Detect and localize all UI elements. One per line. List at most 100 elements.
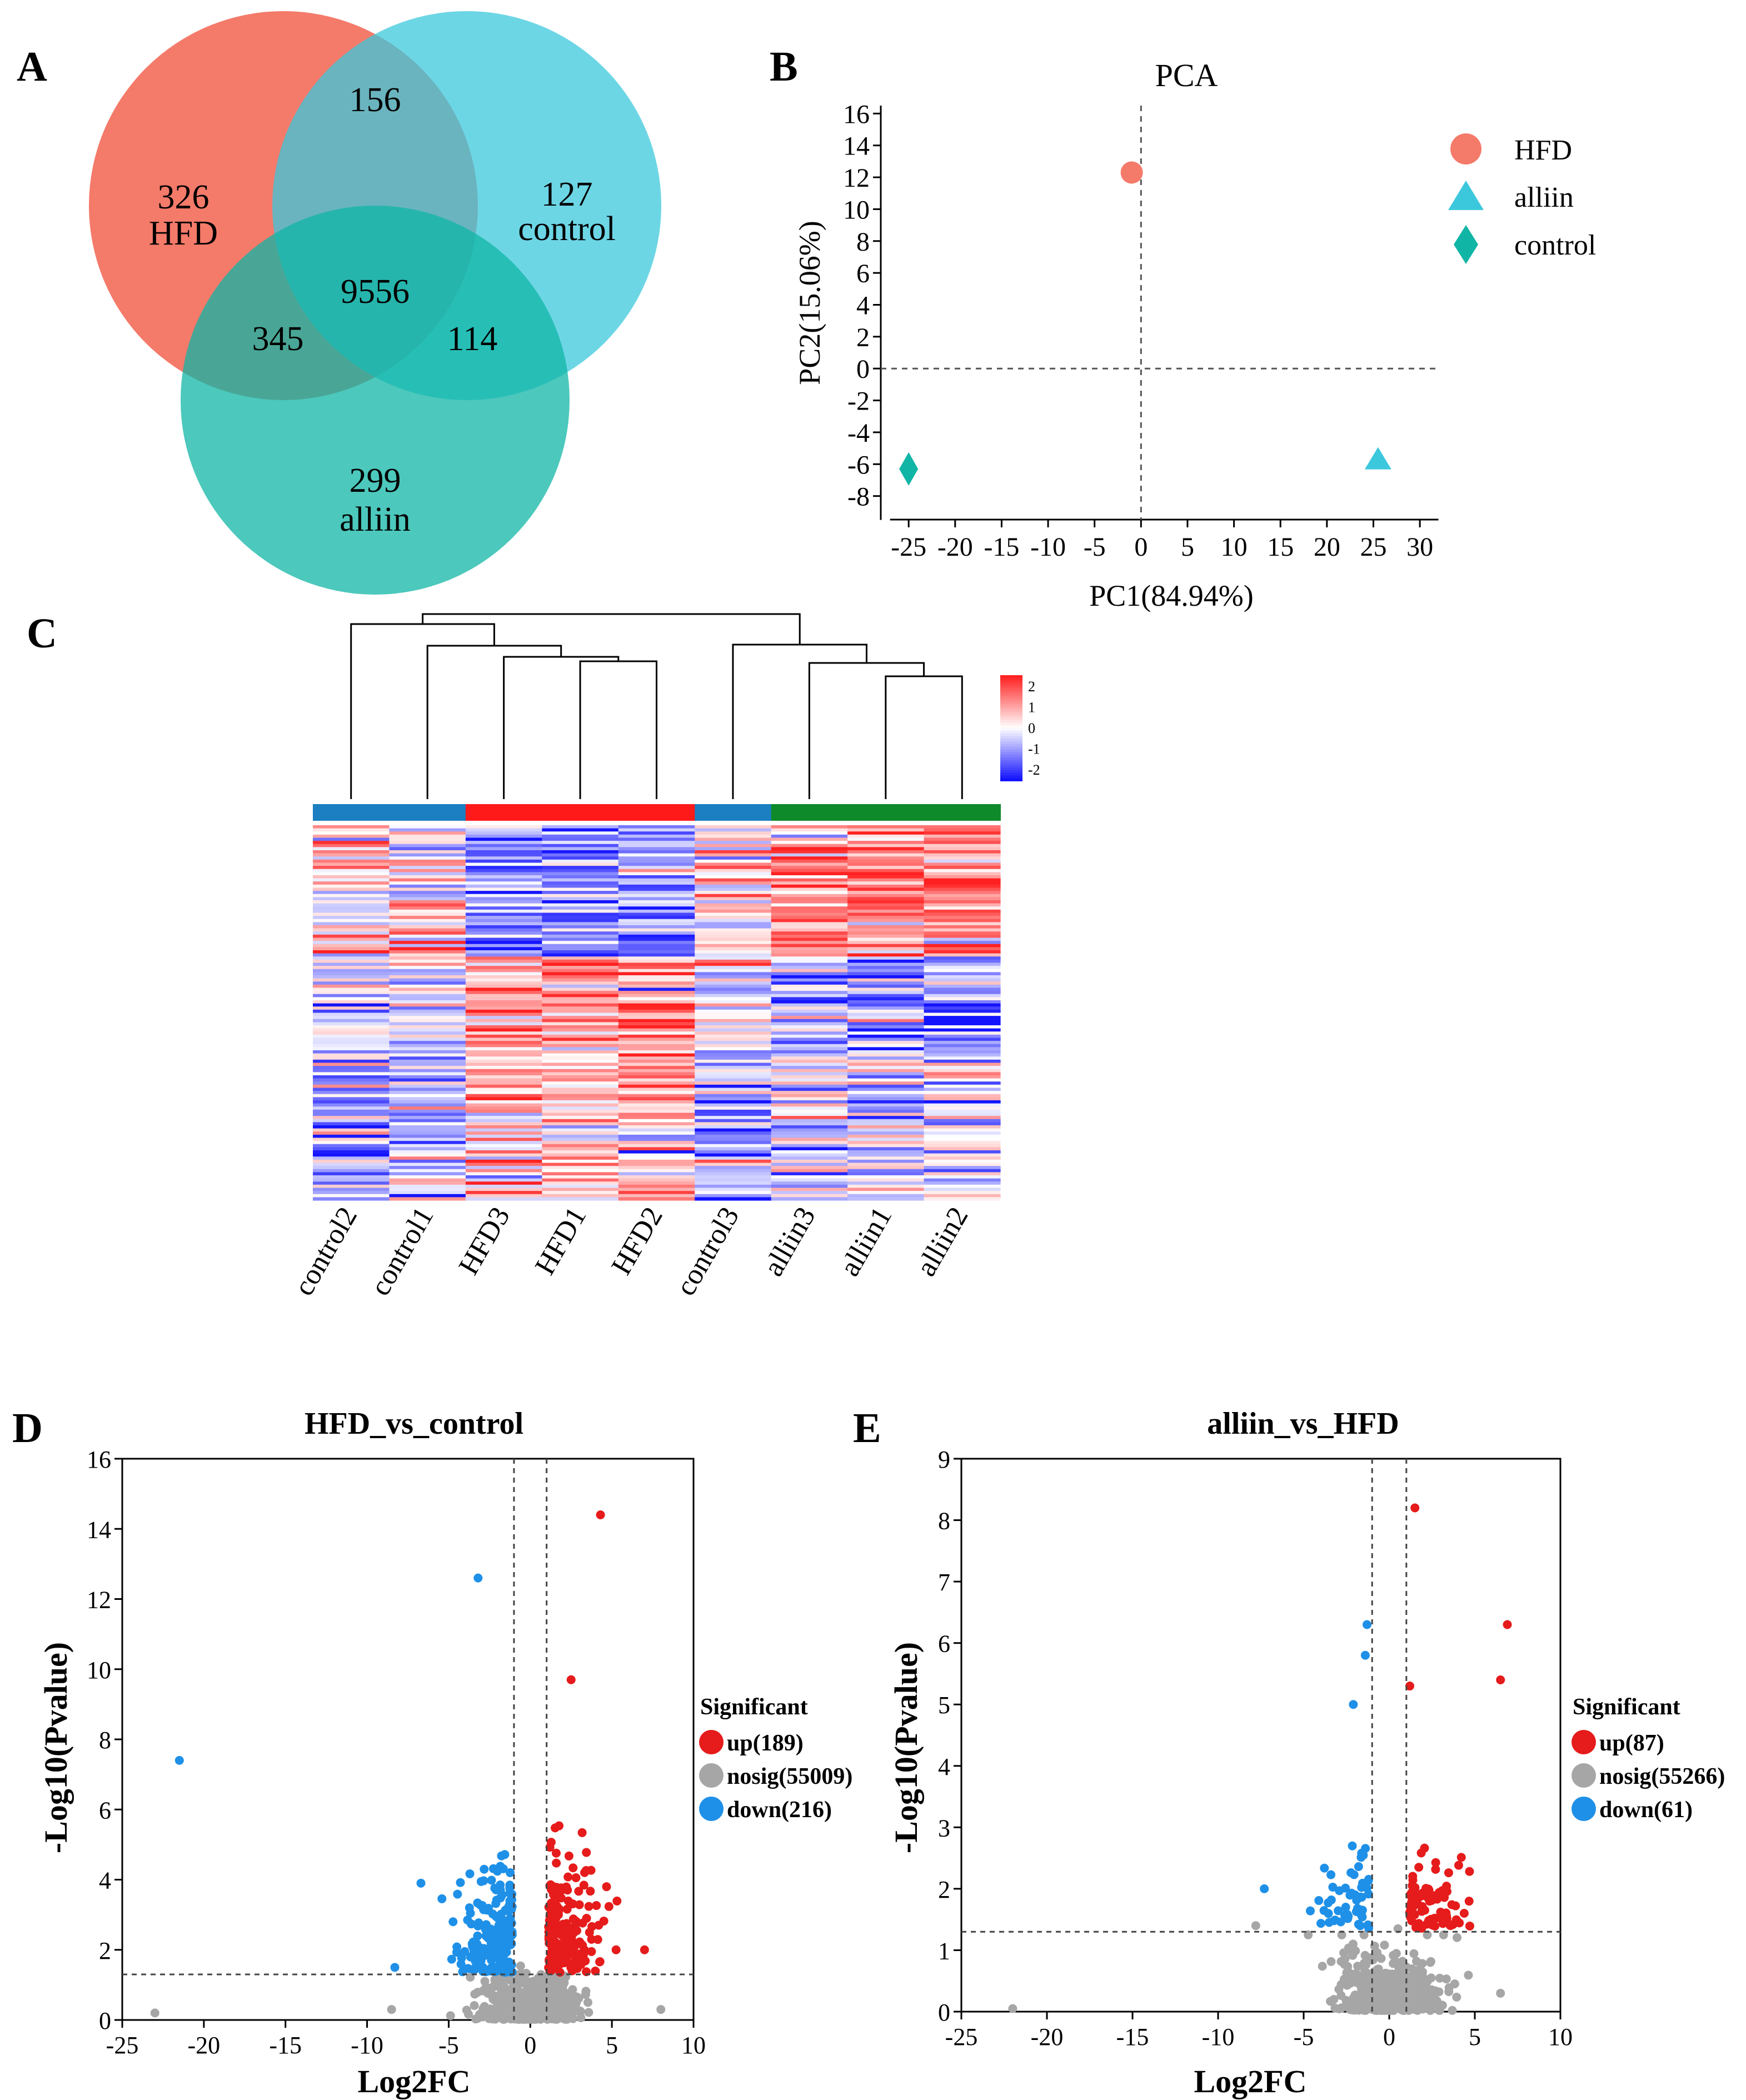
- heatmap-cell: [542, 984, 619, 989]
- heatmap-cell: [924, 859, 1001, 864]
- heatmap-cell: [771, 878, 848, 882]
- heatmap-cell: [313, 1159, 390, 1164]
- volcano-point-down: [1354, 1862, 1363, 1871]
- heatmap-cell: [313, 847, 390, 851]
- heatmap-cell: [771, 1009, 848, 1014]
- heatmap-cell: [924, 937, 1001, 941]
- heatmap-cell: [618, 991, 695, 995]
- volcano-point-nosig: [150, 2008, 159, 2018]
- heatmap-cell: [465, 934, 542, 939]
- heatmap-cell: [847, 1113, 925, 1116]
- heatmap-cell: [389, 1131, 466, 1135]
- heatmap-cell: [924, 959, 1001, 964]
- volcano-ytick-label: 0: [99, 2007, 111, 2034]
- heatmap-cell: [924, 1181, 1001, 1185]
- heatmap-cell: [542, 1131, 619, 1135]
- heatmap-cell: [695, 1147, 772, 1151]
- heatmap-cell: [465, 875, 542, 879]
- heatmap-cell: [465, 1113, 542, 1116]
- heatmap-cell: [771, 1016, 848, 1020]
- heatmap-cell: [389, 934, 466, 939]
- heatmap-cell: [771, 937, 848, 941]
- heatmap-cell: [771, 1025, 848, 1029]
- heatmap-cell: [924, 1184, 1001, 1189]
- heatmap-cell: [465, 950, 542, 954]
- color-scale-segment: [1000, 725, 1022, 729]
- venn-all-count: 9556: [341, 273, 410, 311]
- heatmap-cell: [542, 972, 619, 976]
- heatmap-cell: [389, 1025, 466, 1029]
- heatmap-cell: [771, 887, 848, 891]
- heatmap-cell: [389, 1166, 466, 1170]
- heatmap-cell: [465, 1019, 542, 1022]
- heatmap-cell: [695, 1044, 772, 1047]
- heatmap-cell: [924, 1100, 1001, 1104]
- heatmap-cell: [847, 1156, 925, 1160]
- heatmap-cell: [924, 856, 1001, 860]
- heatmap-cell: [771, 859, 848, 864]
- heatmap-cell: [695, 853, 772, 857]
- volcano-point-nosig: [1373, 2005, 1382, 2014]
- heatmap-cell: [313, 1012, 390, 1016]
- volcano-xtick-label: -20: [188, 2032, 221, 2059]
- heatmap-cell: [695, 1153, 772, 1157]
- color-scale-segment: [1000, 730, 1022, 734]
- heatmap-cell: [389, 837, 466, 841]
- group-bar-HFD2: [618, 804, 696, 821]
- heatmap-cell: [465, 984, 542, 989]
- heatmap-cell: [313, 1044, 390, 1047]
- volcano-point-down: [416, 1878, 426, 1888]
- heatmap-cell: [618, 1075, 695, 1079]
- color-scale-segment: [1000, 691, 1022, 695]
- heatmap-cell: [465, 937, 542, 941]
- color-scale-segment: [1000, 677, 1022, 681]
- heatmap-cell: [542, 1000, 619, 1004]
- heatmap-cell: [695, 1034, 772, 1039]
- heatmap-cell: [618, 1069, 695, 1073]
- heatmap-cell: [771, 1138, 848, 1141]
- heatmap-cell: [465, 928, 542, 932]
- volcano-xtick-label: -10: [1202, 2023, 1235, 2051]
- volcano-points: [1008, 1503, 1512, 2015]
- heatmap-cell: [847, 828, 925, 832]
- heatmap-cell: [771, 969, 848, 972]
- heatmap-cell: [465, 1103, 542, 1107]
- heatmap-cell: [618, 934, 695, 939]
- heatmap-cell: [695, 997, 772, 1001]
- legend-control-marker: [1454, 225, 1478, 264]
- heatmap-cell: [313, 984, 390, 989]
- heatmap-cell: [695, 975, 772, 979]
- volcano-point-up: [1430, 1913, 1439, 1923]
- volcano-point-up: [1456, 1853, 1466, 1862]
- heatmap-cell: [771, 1069, 848, 1073]
- heatmap-cell: [542, 941, 619, 945]
- pca-ytick-label: -8: [847, 482, 870, 512]
- volcano-point-nosig: [483, 1988, 492, 1998]
- heatmap-cell: [695, 1000, 772, 1004]
- heatmap-cell: [465, 962, 542, 966]
- heatmap-cell: [542, 950, 619, 954]
- heatmap-cell: [771, 1044, 848, 1047]
- heatmap-cell: [771, 1141, 848, 1145]
- heatmap-cell: [389, 1175, 466, 1179]
- heatmap-cell: [924, 1072, 1001, 1076]
- heatmap-cell: [847, 1103, 925, 1107]
- heatmap-cell: [542, 962, 619, 966]
- heatmap-cell: [695, 1141, 772, 1145]
- heatmap-cell: [465, 887, 542, 891]
- volcano-xtick-label: 5: [1469, 2023, 1481, 2051]
- heatmap-cell: [695, 1122, 772, 1126]
- heatmap-cell: [618, 841, 695, 845]
- volcano-e-legend-title: Significant: [1573, 1694, 1680, 1720]
- color-scale-segment: [1000, 733, 1022, 737]
- heatmap-cell: [389, 1022, 466, 1026]
- heatmap-cell: [695, 1116, 772, 1120]
- heatmap-cell: [618, 1003, 695, 1007]
- heatmap-cell: [924, 1119, 1001, 1123]
- volcano-point-down: [1362, 1883, 1371, 1893]
- heatmap-cell: [542, 966, 619, 970]
- heatmap-cell: [465, 1025, 542, 1029]
- heatmap-cell: [695, 953, 772, 957]
- heatmap-cell: [618, 931, 695, 935]
